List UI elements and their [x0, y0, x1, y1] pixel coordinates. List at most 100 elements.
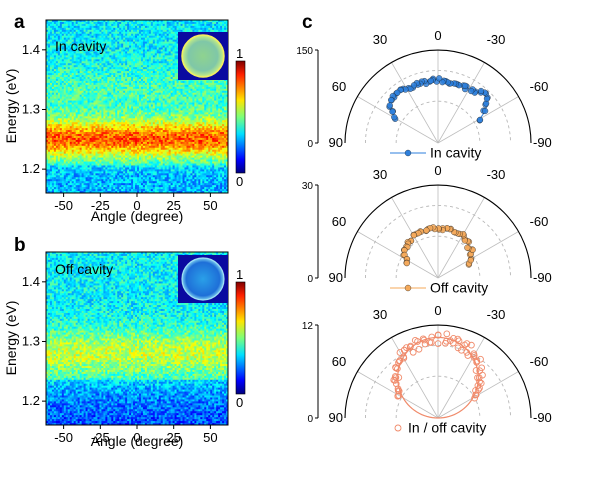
data-point — [400, 353, 407, 361]
polar-rmax-label: 150 — [296, 46, 313, 57]
data-point — [403, 260, 410, 267]
data-point — [396, 349, 404, 356]
data-point — [482, 107, 489, 115]
data-point — [423, 227, 430, 234]
xtick-label: -50 — [54, 198, 73, 213]
ytick-label: 1.2 — [22, 161, 40, 176]
polar-plot-in-cavity: 150 0 30 0 -30 60 -60 90 -90 In cavity — [296, 28, 551, 161]
polar-legend-label: In / off cavity — [408, 420, 486, 436]
heatmap-b-annotation: Off cavity — [55, 261, 113, 277]
colorbar-a — [235, 60, 246, 174]
data-point — [475, 386, 482, 394]
colorbar-a-min-label: 0 — [236, 174, 243, 189]
polar-angle-label: 0 — [434, 303, 441, 318]
data-point — [409, 348, 417, 356]
heatmap-a-ylabel: Energy (eV) — [3, 69, 19, 144]
polar-angle-label: 0 — [434, 28, 441, 43]
heatmap-b-inset — [178, 255, 228, 303]
data-point — [390, 376, 398, 384]
polar-angle-label: -60 — [530, 79, 549, 94]
data-point — [470, 354, 478, 361]
polar-angle-label: 30 — [373, 167, 387, 182]
data-point — [471, 394, 478, 402]
data-point — [428, 333, 436, 341]
data-point — [410, 232, 417, 239]
data-point — [394, 392, 402, 400]
data-point — [427, 77, 434, 84]
ytick-label: 1.4 — [22, 42, 40, 57]
polar-angle-label: -90 — [533, 270, 552, 285]
data-point — [461, 237, 468, 244]
data-point — [468, 87, 475, 95]
ytick-label: 1.2 — [22, 393, 40, 408]
data-point — [403, 344, 410, 351]
data-point — [420, 336, 428, 344]
data-point — [476, 378, 483, 386]
data-point — [407, 342, 414, 350]
data-point — [434, 331, 442, 339]
heatmap-b-axes: -50 -25 0 25 50 1.2 1.3 1.4 — [22, 274, 218, 445]
heatmap-a-inset — [178, 32, 228, 80]
data-point — [391, 373, 399, 380]
ytick-label: 1.4 — [22, 274, 40, 289]
data-point — [455, 337, 463, 345]
polar-angle-label: -90 — [533, 410, 552, 425]
polar-angle-label: 30 — [373, 32, 387, 47]
data-point — [394, 89, 401, 96]
polar-legend-label: Off cavity — [430, 280, 488, 296]
polar-angle-label: 0 — [434, 163, 441, 178]
polar-angle-label: 90 — [329, 270, 343, 285]
data-point — [391, 114, 398, 121]
xtick-label: -25 — [91, 198, 110, 213]
data-point — [476, 367, 484, 375]
panel-label-c: c — [302, 12, 313, 33]
polar-plot-off-cavity: 30 0 30 0 -30 60 -60 90 -90 Off cavity — [302, 163, 552, 296]
data-point — [467, 257, 474, 264]
data-point — [472, 391, 479, 399]
polar-r0-label: 0 — [307, 414, 313, 425]
data-point — [386, 102, 393, 109]
data-point — [419, 335, 427, 343]
polar-angle-label: 60 — [332, 214, 346, 229]
panel-label-b: b — [14, 235, 26, 256]
data-point — [388, 96, 395, 104]
data-point — [436, 75, 443, 82]
polar-angle-label: 90 — [329, 410, 343, 425]
data-point — [389, 108, 396, 115]
data-point — [462, 82, 469, 89]
heatmap-a-annotation: In cavity — [55, 38, 106, 54]
polar-angle-label: 60 — [332, 79, 346, 94]
polar-angle-label: -30 — [487, 32, 506, 47]
data-point — [392, 364, 400, 372]
data-point — [476, 116, 484, 123]
data-point — [461, 341, 468, 349]
xtick-label: 50 — [203, 430, 217, 445]
polar-r0-label: 0 — [307, 274, 313, 285]
polar-outer-arc — [344, 49, 532, 144]
data-point — [458, 346, 465, 354]
colorbar-b-max-label: 1 — [236, 267, 243, 282]
polar-outer-arc — [344, 184, 532, 279]
data-point — [454, 335, 462, 343]
heatmap-panel-b: -50 -25 0 25 50 1.2 1.3 1.4 Off cavity 1 0 Angl… — [3, 251, 246, 449]
polar-r0-label: 0 — [307, 139, 313, 150]
ytick-label: 1.3 — [22, 101, 40, 116]
xtick-label: -25 — [91, 430, 110, 445]
data-point — [454, 344, 462, 352]
polar-angle-label: 90 — [329, 135, 343, 150]
colorbar-b — [235, 281, 246, 395]
data-point — [468, 341, 475, 349]
polar-outer-arc — [344, 324, 532, 419]
data-point — [395, 387, 403, 395]
colorbar-b-min-label: 0 — [236, 395, 243, 410]
xtick-label: -50 — [54, 430, 73, 445]
data-point — [443, 330, 451, 338]
colorbar-a-max-label: 1 — [236, 46, 243, 61]
data-point — [396, 357, 404, 364]
heatmap-b-xlabel: Angle (degree) — [91, 433, 184, 449]
heatmap-b-ylabel: Energy (eV) — [3, 301, 19, 376]
data-point — [443, 337, 450, 345]
heatmap-panel-a: -50 -25 0 25 50 1.2 1.3 1.4 In cavity 1 0 Angle… — [3, 19, 246, 224]
data-point — [483, 95, 491, 102]
